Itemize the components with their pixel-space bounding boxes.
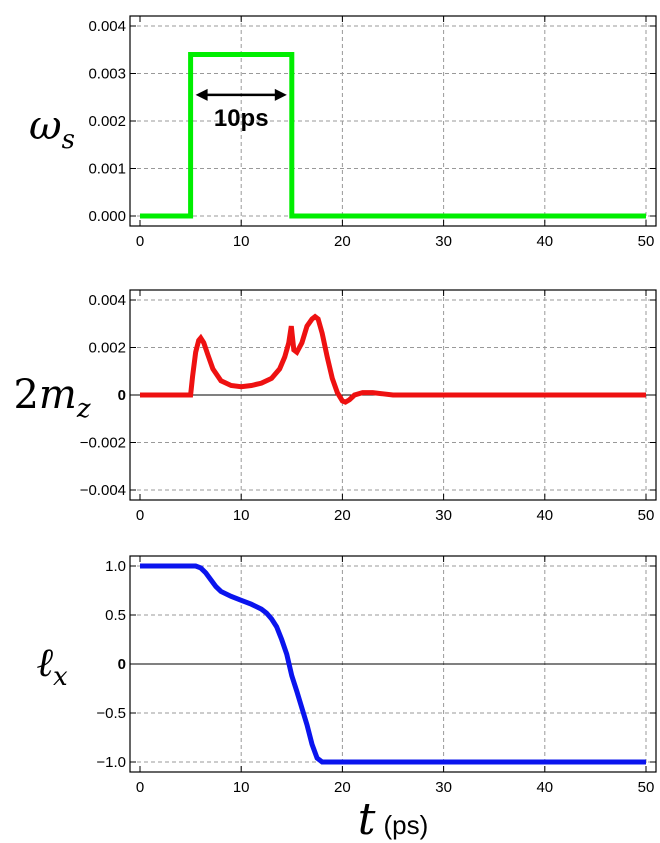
- series-line: [140, 563, 646, 765]
- y-tick-label: −0.002: [80, 435, 126, 452]
- annotation-arrow-head-left: [195, 88, 208, 101]
- y-axis-label-symbol: ω: [29, 103, 62, 149]
- y-tick-label: 0.000: [88, 208, 126, 225]
- y-axis-label-prefix: 2: [13, 372, 38, 418]
- x-tick-label: 40: [536, 779, 553, 796]
- x-tick-label: 10: [233, 233, 250, 250]
- x-tick-label: 0: [136, 233, 144, 250]
- x-tick-label: 30: [435, 779, 452, 796]
- x-tick-label: 50: [638, 233, 655, 250]
- y-tick-label: −0.004: [80, 482, 126, 499]
- y-axis-label: ℓx: [36, 640, 68, 692]
- y-axis-label-subscript: x: [53, 662, 68, 692]
- x-tick-label: 0: [136, 779, 144, 796]
- x-tick-label: 20: [334, 507, 351, 524]
- annotation-label: 10ps: [214, 105, 269, 132]
- series-line: [140, 52, 646, 219]
- x-axis-label: t (ps): [358, 794, 428, 843]
- annotation-arrow-head-right: [274, 88, 287, 101]
- x-axis-label-unit: (ps): [383, 810, 428, 840]
- y-tick-label: −1.0: [96, 754, 126, 771]
- y-tick-label: −0.5: [96, 705, 126, 722]
- y-axis-label-subscript: z: [76, 394, 91, 424]
- y-tick-label: 0.002: [88, 340, 126, 357]
- x-axis-label-symbol: t: [358, 794, 376, 843]
- y-tick-label: 1.0: [105, 558, 126, 575]
- y-tick-label: 0.002: [88, 113, 126, 130]
- y-tick-label: 0.001: [88, 161, 126, 178]
- x-tick-label: 0: [136, 507, 144, 524]
- x-tick-label: 50: [638, 779, 655, 796]
- x-tick-label: 30: [435, 233, 452, 250]
- x-tick-label: 10: [233, 779, 250, 796]
- panel-lx: 0 10 20 30 40 50 −1.0 −0.5 0 0.5 1.0 ℓx t (ps): [36, 555, 657, 843]
- y-tick-label: 0.003: [88, 66, 126, 83]
- y-axis-label-symbol: m: [39, 372, 77, 418]
- y-axis-label: ωs: [29, 103, 75, 155]
- y-tick-label: 0: [118, 387, 126, 404]
- x-tick-label: 20: [334, 233, 351, 250]
- x-tick-label: 50: [638, 507, 655, 524]
- panel-omega-s: 0 10 20 30 40 50 0.000 0.001 0.002 0.003 0.004 ωs 10…: [29, 15, 657, 250]
- y-tick-label: 0.5: [105, 607, 126, 624]
- x-tick-label: 20: [334, 779, 351, 796]
- y-axis-label-symbol: ℓ: [36, 640, 53, 686]
- y-tick-label: 0.004: [88, 292, 126, 309]
- x-tick-label: 30: [435, 507, 452, 524]
- y-axis-label-subscript: s: [62, 125, 75, 155]
- y-axis-label: 2mz: [13, 372, 90, 424]
- panel-2mz: 0 10 20 30 40 50 −0.004 −0.002 0 0.002 0.004 2mz: [13, 289, 657, 524]
- y-tick-label: 0: [118, 656, 126, 673]
- series-line: [140, 313, 646, 405]
- x-tick-label: 10: [233, 507, 250, 524]
- x-tick-label: 40: [536, 507, 553, 524]
- x-tick-label: 40: [536, 233, 553, 250]
- y-tick-label: 0.004: [88, 18, 126, 35]
